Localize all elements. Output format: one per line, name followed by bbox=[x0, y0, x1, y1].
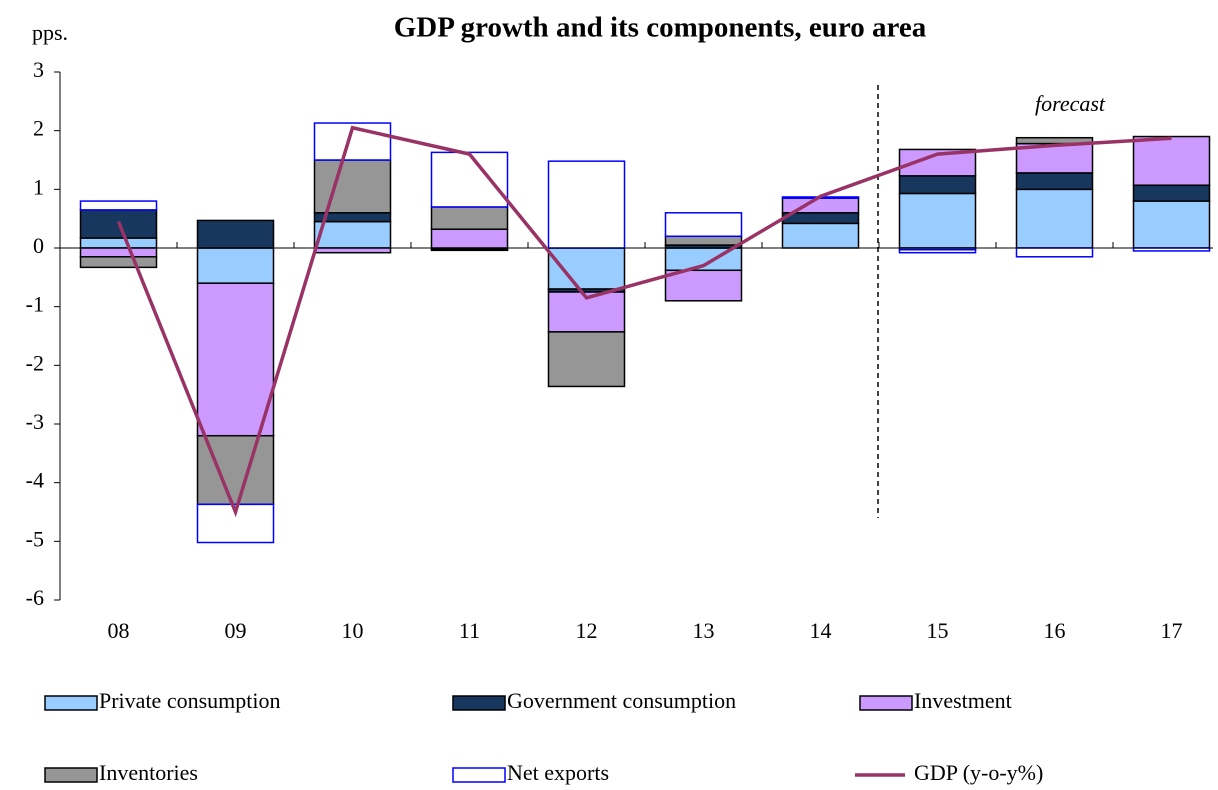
bar bbox=[313, 220, 392, 249]
bar bbox=[79, 237, 158, 249]
y-tick-label: -5 bbox=[26, 526, 44, 551]
legend-swatch bbox=[44, 695, 98, 711]
bar bbox=[1015, 188, 1094, 249]
bar bbox=[898, 249, 977, 254]
x-tick-label: 16 bbox=[1044, 618, 1066, 643]
bar bbox=[430, 206, 509, 230]
legend-swatch bbox=[452, 767, 506, 783]
y-tick-label: -1 bbox=[26, 292, 44, 317]
y-tick-label: 0 bbox=[33, 233, 44, 258]
legend-label: Government consumption bbox=[507, 688, 736, 713]
y-tick-label: 1 bbox=[33, 174, 44, 199]
bar bbox=[430, 248, 509, 252]
bar bbox=[196, 219, 275, 249]
annotation: forecast bbox=[1035, 91, 1106, 116]
bar bbox=[1132, 200, 1211, 249]
x-tick-label: 13 bbox=[693, 618, 715, 643]
bar bbox=[430, 228, 509, 249]
bar bbox=[79, 200, 158, 211]
legend-label: Private consumption bbox=[99, 688, 280, 713]
bar bbox=[1015, 172, 1094, 191]
legend-label: GDP (y-o-y%) bbox=[914, 760, 1043, 785]
chart-title: GDP growth and its components, euro area bbox=[394, 12, 927, 44]
bar bbox=[196, 247, 275, 284]
gdp-line bbox=[116, 125, 1172, 518]
x-tick-label: 14 bbox=[810, 618, 832, 643]
y-tick-label: -3 bbox=[26, 409, 44, 434]
legend-swatch bbox=[44, 767, 98, 783]
x-tick-label: 10 bbox=[342, 618, 364, 643]
x-tick-label: 11 bbox=[459, 618, 480, 643]
x-tick-label: 15 bbox=[927, 618, 949, 643]
legend-label: Inventories bbox=[99, 760, 198, 785]
bar bbox=[664, 212, 743, 238]
x-tick-label: 09 bbox=[225, 618, 247, 643]
bar bbox=[1132, 135, 1211, 186]
x-tick-label: 12 bbox=[576, 618, 598, 643]
bar bbox=[898, 175, 977, 195]
y-axis-label: pps. bbox=[32, 20, 68, 45]
y-tick-label: -6 bbox=[26, 585, 44, 610]
bar bbox=[898, 192, 977, 249]
bar bbox=[1132, 184, 1211, 202]
legend-label: Net exports bbox=[507, 760, 609, 785]
y-tick-label: -4 bbox=[26, 468, 44, 493]
bar bbox=[1015, 136, 1094, 145]
bar bbox=[313, 247, 392, 254]
bar bbox=[313, 159, 392, 214]
bar bbox=[79, 247, 158, 258]
legend-label: Investment bbox=[914, 688, 1012, 713]
bar bbox=[1015, 247, 1094, 258]
bar bbox=[664, 269, 743, 302]
bar bbox=[781, 222, 860, 249]
bar bbox=[664, 235, 743, 246]
y-tick-label: 3 bbox=[33, 57, 44, 82]
bar bbox=[547, 331, 626, 388]
y-tick-label: -2 bbox=[26, 350, 44, 375]
bar bbox=[781, 212, 860, 225]
legend-swatch bbox=[859, 695, 913, 711]
y-tick-label: 2 bbox=[33, 116, 44, 141]
x-tick-label: 08 bbox=[108, 618, 130, 643]
bar bbox=[196, 282, 275, 437]
x-tick-label: 17 bbox=[1161, 618, 1183, 643]
bar bbox=[547, 160, 626, 249]
bar bbox=[79, 256, 158, 269]
bar bbox=[430, 151, 509, 208]
legend-swatch bbox=[452, 695, 506, 711]
bar bbox=[547, 247, 626, 290]
